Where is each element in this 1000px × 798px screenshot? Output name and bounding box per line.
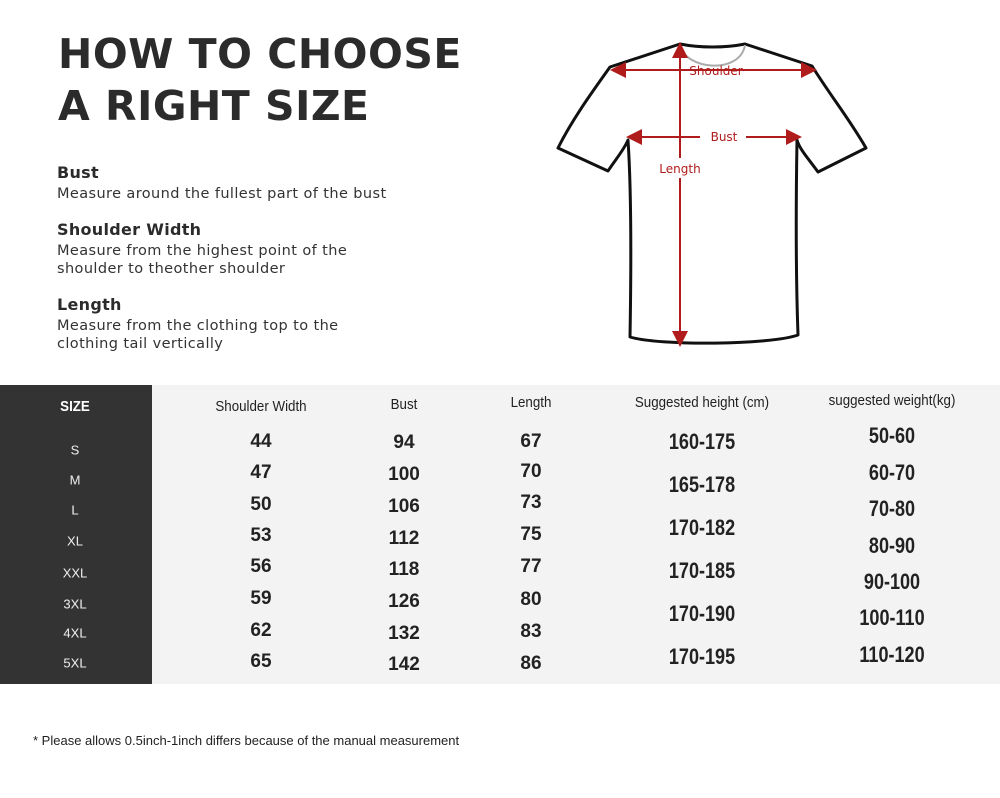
length-cell: 83 bbox=[520, 621, 542, 642]
weight-cell: 90-100 bbox=[863, 569, 921, 594]
weight-cell: 80-90 bbox=[868, 533, 916, 558]
weight-cell: 60-70 bbox=[868, 460, 916, 485]
tshirt-diagram: Shoulder Bust Length bbox=[556, 42, 868, 347]
shoulder-cell: 44 bbox=[250, 431, 272, 452]
length-cell: 67 bbox=[520, 431, 542, 452]
size-cell: 5XL bbox=[63, 655, 87, 671]
bust-cell: 132 bbox=[388, 623, 420, 644]
size-cell: XL bbox=[67, 533, 83, 549]
header-shoulder: Shoulder Width bbox=[215, 399, 307, 415]
height-cell: 170-185 bbox=[668, 558, 736, 583]
bust-label: Bust bbox=[711, 130, 738, 144]
shoulder-cell: 56 bbox=[250, 556, 272, 577]
shoulder-cell: 59 bbox=[250, 588, 272, 609]
height-cell: 170-190 bbox=[668, 601, 736, 626]
shoulder-cell: 65 bbox=[250, 651, 272, 672]
length-cell: 70 bbox=[520, 461, 542, 482]
shoulder-cell: 50 bbox=[250, 494, 272, 515]
length-cell: 77 bbox=[520, 556, 542, 577]
length-cell: 86 bbox=[520, 653, 542, 674]
header-bust: Bust bbox=[390, 397, 418, 413]
length-description: Length Measure from the clothing top to … bbox=[57, 295, 339, 352]
header-size: SIZE bbox=[60, 399, 90, 415]
weight-cell: 50-60 bbox=[868, 423, 916, 448]
header-weight: suggested weight(kg) bbox=[828, 393, 956, 409]
bust-cell: 112 bbox=[388, 528, 420, 549]
size-cell: 4XL bbox=[63, 625, 87, 641]
size-cell: M bbox=[69, 472, 81, 488]
bust-cell: 100 bbox=[388, 464, 420, 485]
page-title: HOW TO CHOOSE A RIGHT SIZE bbox=[58, 30, 462, 130]
length-cell: 80 bbox=[520, 589, 542, 610]
size-cell: S bbox=[70, 442, 80, 458]
measurement-note: * Please allows 0.5inch-1inch differs be… bbox=[33, 733, 460, 748]
shoulder-cell: 62 bbox=[250, 620, 272, 641]
bust-cell: 126 bbox=[388, 591, 420, 612]
header-length: Length bbox=[510, 395, 552, 411]
bust-cell: 142 bbox=[388, 654, 420, 675]
height-cell: 165-178 bbox=[668, 472, 736, 497]
shoulder-label: Shoulder bbox=[689, 64, 743, 78]
height-cell: 170-182 bbox=[668, 515, 736, 540]
length-cell: 73 bbox=[520, 492, 542, 513]
size-cell: XXL bbox=[62, 565, 88, 581]
weight-cell: 110-120 bbox=[859, 642, 925, 667]
height-cell: 170-195 bbox=[668, 644, 736, 669]
bust-cell: 94 bbox=[393, 432, 415, 453]
bust-description: Bust Measure around the fullest part of … bbox=[57, 163, 387, 202]
shoulder-cell: 53 bbox=[250, 525, 272, 546]
bust-cell: 106 bbox=[388, 496, 420, 517]
height-cell: 160-175 bbox=[668, 429, 736, 454]
header-height: Suggested height (cm) bbox=[634, 395, 770, 411]
shoulder-description: Shoulder Width Measure from the highest … bbox=[57, 220, 348, 277]
shoulder-cell: 47 bbox=[250, 462, 272, 483]
weight-cell: 100-110 bbox=[859, 605, 925, 630]
size-table bbox=[0, 385, 1000, 684]
size-column bbox=[0, 385, 152, 684]
length-cell: 75 bbox=[520, 524, 542, 545]
tshirt-outline bbox=[556, 42, 868, 345]
length-label: Length bbox=[659, 162, 700, 176]
weight-cell: 70-80 bbox=[868, 496, 916, 521]
size-cell: 3XL bbox=[63, 596, 87, 612]
bust-cell: 118 bbox=[388, 559, 420, 580]
size-cell: L bbox=[71, 502, 79, 518]
